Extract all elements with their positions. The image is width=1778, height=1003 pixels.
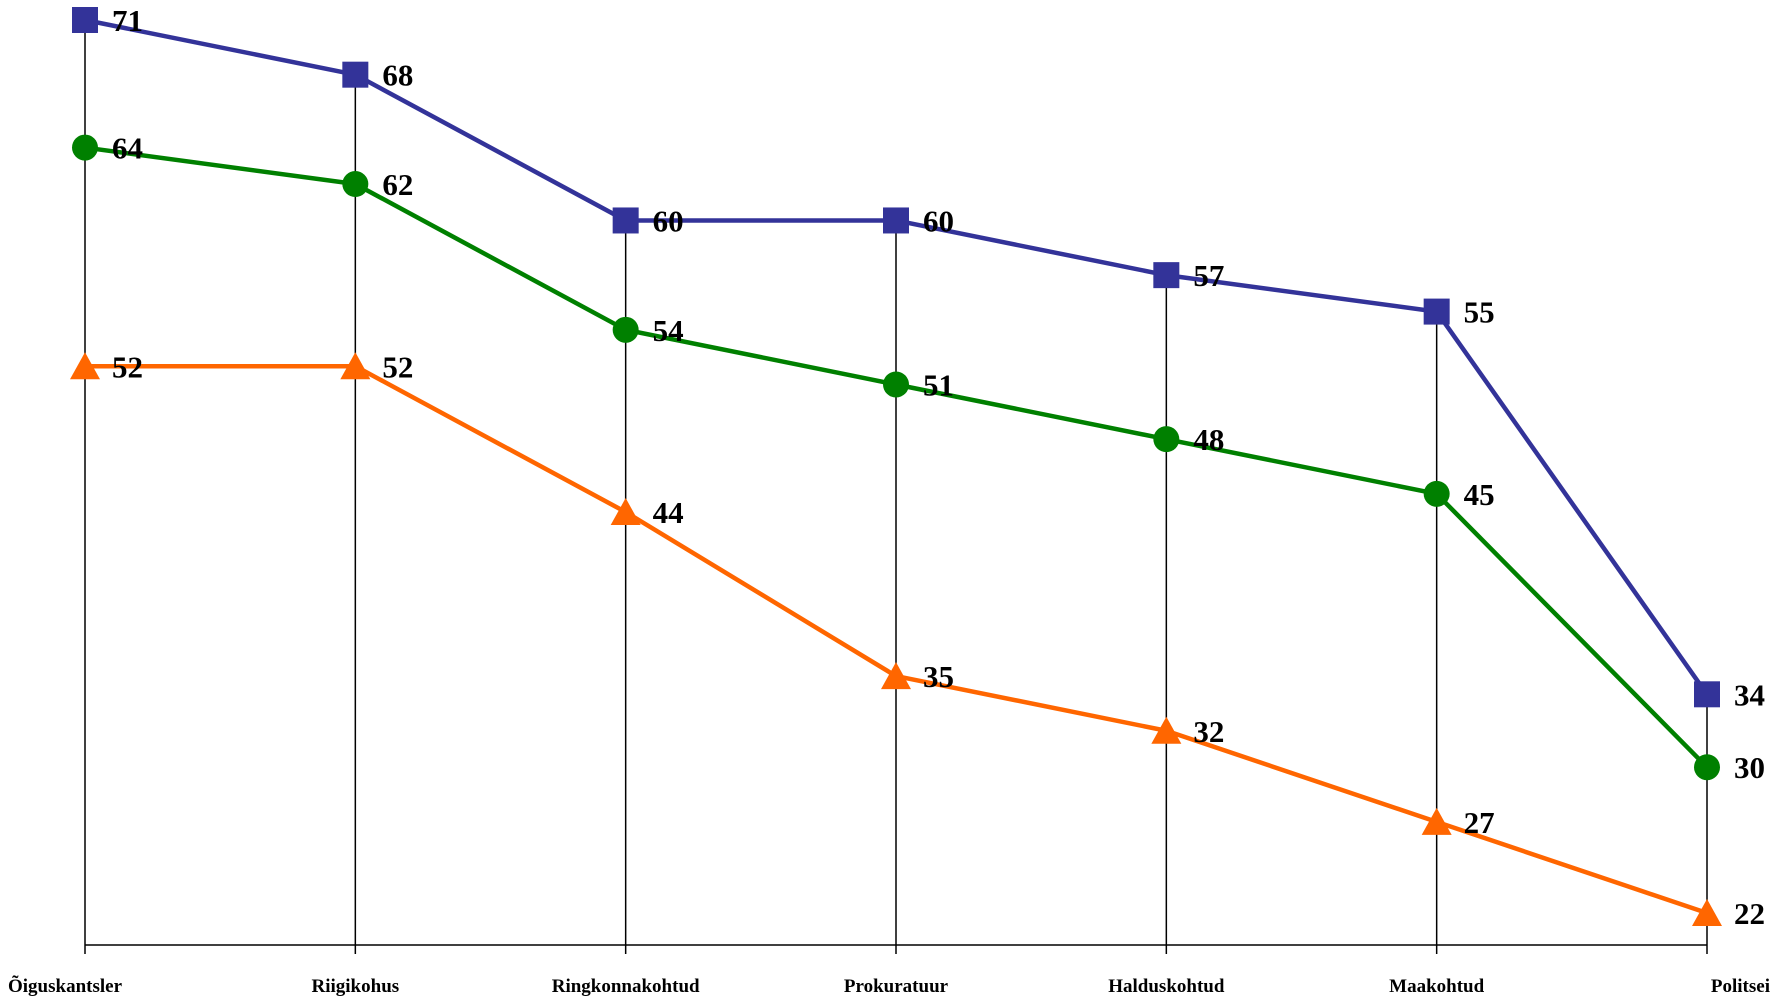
data-label: 52 — [112, 349, 143, 384]
category-label: Halduskohtud — [1108, 976, 1225, 997]
triangle-marker — [1421, 807, 1452, 835]
data-label: 60 — [923, 203, 954, 238]
data-label: 51 — [923, 367, 954, 402]
data-label: 34 — [1734, 677, 1765, 712]
triangle-marker — [881, 662, 911, 690]
data-label: 22 — [1734, 896, 1765, 931]
data-label: 55 — [1464, 295, 1495, 330]
data-label: 68 — [382, 58, 413, 93]
category-label: Prokuratuur — [844, 976, 949, 997]
square-marker — [883, 207, 909, 234]
triangle-marker — [610, 498, 641, 526]
data-label: 44 — [653, 495, 684, 530]
square-marker — [1153, 262, 1180, 289]
square-marker — [72, 7, 98, 33]
data-label: 71 — [112, 3, 143, 38]
circle-marker — [342, 171, 369, 198]
square-marker — [342, 61, 369, 88]
square-marker — [1423, 298, 1450, 325]
data-label: 60 — [653, 203, 684, 238]
circle-marker — [1423, 480, 1450, 507]
data-label: 48 — [1193, 422, 1224, 457]
category-label: Politsei — [1711, 976, 1770, 997]
data-labels: 71 68 60 60 57 55 34 64 62 54 51 48 45 30 52 52 44 35 32 27… — [112, 3, 1765, 931]
triangle-marker — [70, 352, 100, 380]
data-label: 30 — [1734, 750, 1765, 785]
circle-marker — [72, 134, 98, 161]
circle-marker — [1153, 426, 1180, 453]
data-label: 62 — [382, 167, 413, 202]
data-label: 57 — [1193, 258, 1224, 293]
data-label: 54 — [653, 313, 684, 348]
triangle-marker — [1151, 716, 1182, 744]
data-label: 52 — [382, 349, 413, 384]
square-marker — [1694, 681, 1720, 708]
circle-marker — [883, 371, 909, 398]
category-label: Maakohtud — [1389, 976, 1484, 997]
square-marker — [612, 207, 639, 234]
data-label: 32 — [1193, 714, 1224, 749]
triangle-marker — [1692, 899, 1722, 926]
data-label: 35 — [923, 659, 954, 694]
category-label: Ringkonnakohtud — [552, 976, 700, 997]
circle-marker — [1694, 754, 1720, 781]
category-labels: Õiguskantsler Riigikohus Ringkonnakohtud Pr… — [8, 975, 1770, 997]
series-markers — [70, 7, 1722, 926]
data-label: 64 — [112, 131, 143, 166]
data-label: 45 — [1464, 477, 1495, 512]
circle-marker — [612, 316, 639, 343]
category-label: Õiguskantsler — [8, 975, 123, 997]
triangle-marker — [340, 352, 371, 380]
data-label: 27 — [1464, 805, 1495, 840]
category-label: Riigikohus — [312, 976, 400, 997]
